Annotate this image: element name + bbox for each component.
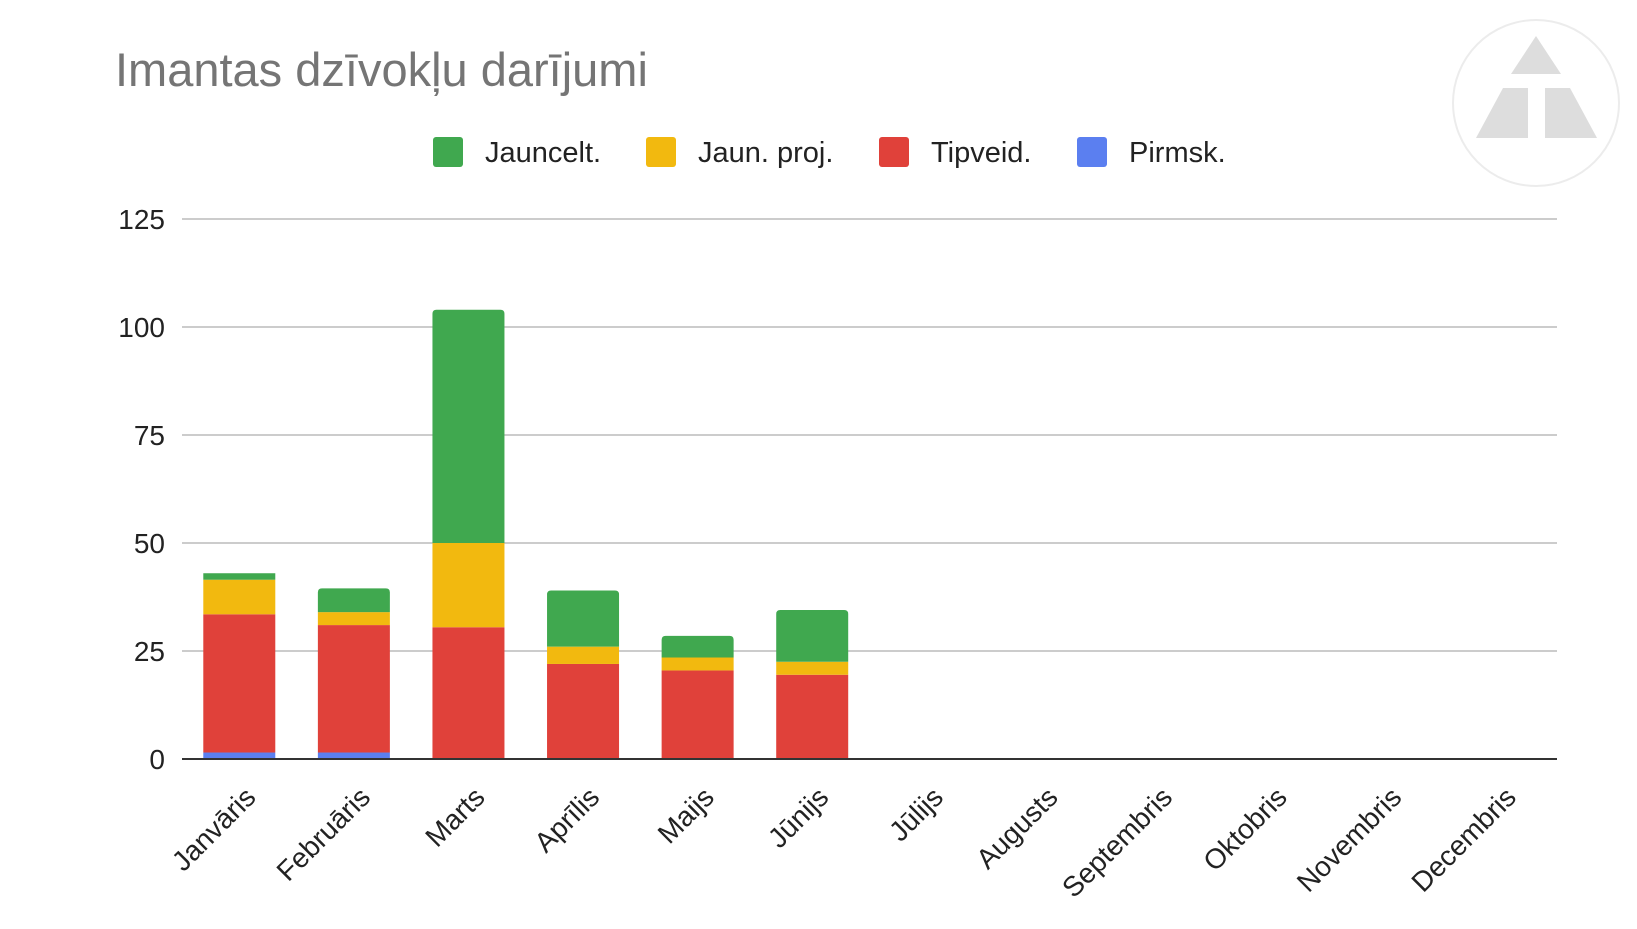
x-tick-label-janvaris: Janvāris [166, 781, 262, 877]
bar-februaris-jaun-proj [317, 612, 390, 626]
x-tick-label-februaris: Februāris [271, 781, 377, 887]
legend-swatch-jaun-proj [646, 137, 676, 167]
x-tick-label-septembris: Septembris [1056, 781, 1178, 903]
logo-left-shape [1476, 88, 1528, 138]
legend-label-pirmsk: Pirmsk. [1129, 137, 1226, 169]
bar-stack-marts [432, 309, 505, 759]
bar-maijs-tipveid [661, 670, 734, 759]
grid-lines [182, 218, 1557, 652]
bar-stack-janvaris [203, 573, 276, 759]
chart-title: Imantas dzīvokļu darījumi [115, 43, 648, 96]
bar-stack-februaris [317, 588, 390, 759]
bar-janvaris-pirmsk [203, 752, 276, 759]
legend-label-tipveid: Tipveid. [931, 137, 1031, 169]
bar-junijs-jaun-proj [776, 661, 849, 675]
bar-junijs-tipveid [776, 674, 849, 759]
x-tick-label-maijs: Maijs [652, 781, 720, 849]
bar-februaris-jauncelt [317, 588, 390, 613]
bar-janvaris-jauncelt [203, 573, 276, 580]
legend-label-jaun-proj: Jaun. proj. [698, 137, 833, 169]
x-tick-label-oktobris: Oktobris [1197, 781, 1293, 877]
logo-circle [1452, 19, 1620, 187]
y-tick-label-75: 75 [134, 420, 165, 451]
bar-stack-aprilis [547, 590, 620, 759]
bar-marts-jaun-proj [432, 543, 505, 628]
legend-item-pirmsk: Pirmsk. [1077, 137, 1226, 169]
legend: Jauncelt. Jaun. proj. Tipveid. Pirmsk. [433, 137, 1226, 169]
x-tick-label-decembris: Decembris [1405, 781, 1522, 898]
bar-aprilis-tipveid [547, 663, 620, 759]
y-tick-label-25: 25 [134, 636, 165, 667]
y-tick-label-50: 50 [134, 528, 165, 559]
logo-top-triangle [1511, 36, 1561, 74]
bar-stack-junijs [776, 609, 849, 759]
bar-marts-jauncelt [432, 309, 505, 543]
y-tick-label-125: 125 [118, 204, 165, 235]
y-tick-label-100: 100 [118, 312, 165, 343]
legend-swatch-jauncelt [433, 137, 463, 167]
legend-item-tipveid: Tipveid. [879, 137, 1031, 169]
bars [203, 309, 849, 759]
legend-item-jauncelt: Jauncelt. [433, 137, 601, 169]
legend-item-jaun-proj: Jaun. proj. [646, 137, 833, 169]
x-tick-label-julijs: Jūlijs [883, 781, 949, 847]
bar-aprilis-jauncelt [547, 590, 620, 647]
x-tick-label-marts: Marts [419, 781, 490, 852]
x-tick-label-augusts: Augusts [970, 781, 1063, 874]
bar-marts-tipveid [432, 627, 505, 759]
bar-aprilis-jaun-proj [547, 646, 620, 664]
x-axis-tick-labels: Janvāris Februāris Marts Aprīlis Maijs Jūnijs… [166, 781, 1522, 903]
y-axis-tick-labels: 0 25 50 75 100 125 [118, 204, 165, 775]
y-tick-label-0: 0 [149, 744, 165, 775]
legend-swatch-tipveid [879, 137, 909, 167]
bar-stack-maijs [661, 635, 734, 759]
legend-swatch-pirmsk [1077, 137, 1107, 167]
logo-right-shape [1545, 88, 1597, 138]
bar-janvaris-tipveid [203, 614, 276, 753]
legend-label-jauncelt: Jauncelt. [485, 137, 601, 169]
bar-maijs-jauncelt [661, 635, 734, 658]
bar-maijs-jaun-proj [661, 657, 734, 671]
x-tick-label-aprilis: Aprīlis [528, 781, 605, 858]
x-tick-label-junijs: Jūnijs [762, 781, 835, 854]
x-tick-label-novembris: Novembris [1291, 781, 1408, 898]
bar-februaris-pirmsk [317, 752, 390, 759]
bar-februaris-tipveid [317, 625, 390, 753]
bar-junijs-jauncelt [776, 609, 849, 662]
logo [1452, 19, 1620, 187]
bar-janvaris-jaun-proj [203, 579, 276, 615]
